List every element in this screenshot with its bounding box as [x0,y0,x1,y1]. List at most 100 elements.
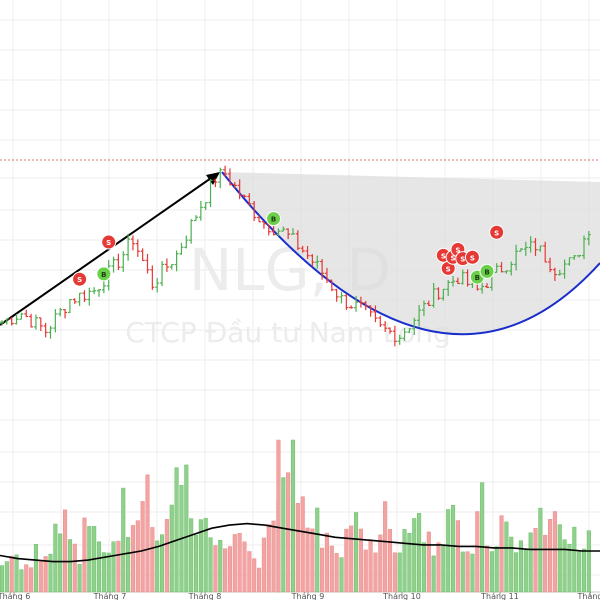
volume-bar [387,529,393,593]
volume-bar [164,519,169,593]
volume-bar [378,534,383,593]
volume-bar [354,512,359,593]
price-bar [72,298,77,304]
price-bar [242,194,247,198]
volume-bar [368,539,373,593]
x-axis-label: Tháng 9 [291,592,325,600]
price-bar [227,168,232,186]
signal-marker-label: S [446,265,451,273]
price-bar [586,230,591,246]
volume-bar [455,520,460,593]
price-bar [140,248,145,262]
price-bar [504,270,509,274]
price-bar [43,322,48,338]
volume-bar [315,507,320,593]
price-bar [528,236,533,253]
price-bar [446,280,451,296]
volume-bar [523,549,528,593]
volume-bar [33,543,39,593]
sell-marker: S [101,234,117,250]
volume-bar [155,540,160,593]
volume-bar [334,553,339,593]
volume-bar [470,553,475,593]
volume-bar [431,555,436,593]
price-bar [324,267,329,283]
volume-bar [402,529,407,593]
price-bar [237,179,242,200]
volume-bar [247,551,252,593]
price-bar [455,277,460,285]
price-bar [24,309,29,318]
volume-bar [528,532,533,593]
volume-bar [4,561,9,593]
volume-bar [232,534,237,593]
price-bar [198,200,203,221]
price-bar [160,261,165,287]
signal-marker-dot [72,271,88,287]
volume-bar [19,569,24,593]
price-bar [281,226,286,232]
price-bar [485,283,489,289]
volume-bar [169,504,174,593]
volume-bar [417,513,422,593]
volume-bar [533,527,538,593]
signal-marker-label: B [484,268,489,276]
volume-bar [126,537,131,593]
trend-arrow-shaft [0,175,215,326]
price-bar [388,327,392,334]
price-bar [373,305,378,323]
volume-bar [218,539,223,593]
volume-bar [295,503,300,593]
volume-bar [465,551,470,593]
price-bar [213,178,218,188]
signal-marker-label: S [455,246,460,254]
volume-bar [460,551,465,593]
x-axis-label: Tháng 8 [188,592,222,600]
volume-bar [562,539,567,593]
volume-bar [130,525,135,593]
price-bar [208,179,213,208]
price-bar [48,325,53,339]
volume-bar [111,541,116,593]
price-bar [203,202,208,210]
volume-bars [0,439,591,593]
price-bar [67,298,72,314]
price-bar [402,328,407,341]
volume-bar [160,534,165,593]
price-bar [572,255,577,260]
price-bar [465,269,470,287]
signal-marker-label: S [451,254,456,262]
price-bar [174,250,179,272]
price-bar [354,295,359,312]
volume-bar [586,530,591,593]
buy-marker: B [96,266,112,282]
price-bar [334,288,339,302]
volume-bar [135,520,140,593]
volume-bar [577,551,582,593]
price-bar [557,269,562,276]
volume-bar [193,534,199,593]
price-bar [101,281,106,294]
price-bar [494,263,499,273]
price-bar [518,248,523,252]
volume-bar [29,567,34,593]
volume-bar [567,543,572,593]
price-bar [4,318,9,325]
price-bar [533,238,538,256]
x-axis-label: Tháng [576,592,600,600]
volume-bar-peak [276,439,281,593]
volume-bar [548,519,553,593]
price-bar [368,305,373,317]
price-bar [111,256,116,273]
signal-marker-label: S [77,276,82,284]
volume-bar [300,496,305,593]
volume-bar [286,472,291,593]
price-bar [194,215,198,222]
price-bar [562,259,567,279]
signal-marker-label: S [494,229,499,237]
cup-curve [221,171,600,336]
volume-bar [242,541,247,593]
volume-bar [446,509,451,593]
